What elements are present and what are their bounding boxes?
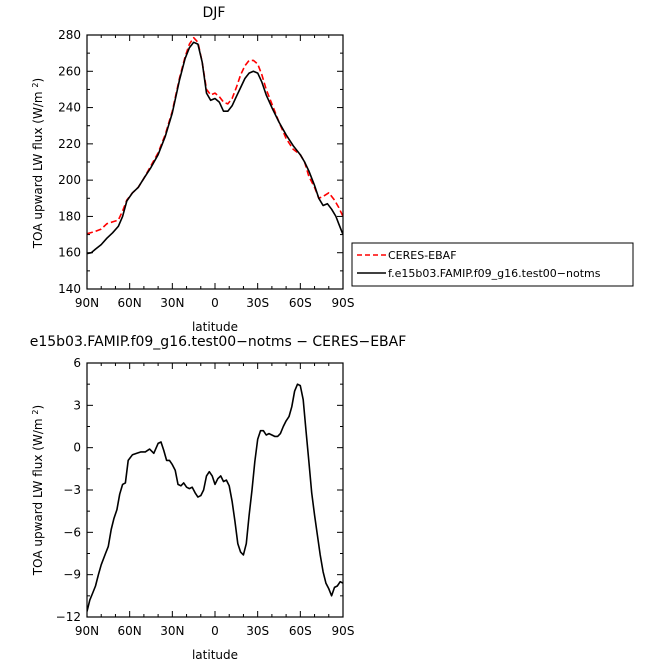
bottom-y-tick-label: 6 bbox=[73, 356, 81, 370]
top-x-tick-label: 0 bbox=[211, 296, 219, 310]
bottom-x-tick-label: 90S bbox=[332, 624, 355, 638]
top-panel: 90N 60N 30N 0 30S 60S 90S 140 160 180 200 220 240 260… bbox=[58, 28, 354, 310]
top-series-line-1 bbox=[87, 41, 343, 255]
bottom-y-tick-label: 0 bbox=[73, 441, 81, 455]
top-x-tick-label: 60S bbox=[289, 296, 312, 310]
superscript-2: 2 bbox=[31, 83, 40, 88]
top-y-axis-title-text: TOA upward LW flux (W/m bbox=[31, 91, 45, 249]
svg-text:TOA upward LW flux (W/m 2): TOA upward LW flux (W/m 2) bbox=[31, 78, 45, 249]
top-x-tick-label: 60N bbox=[118, 296, 142, 310]
bottom-x-axis-title: latitude bbox=[192, 648, 238, 662]
bottom-y-axis-title: TOA upward LW flux (W/m 2) bbox=[31, 405, 45, 576]
bottom-x-tick-label: 0 bbox=[211, 624, 219, 638]
bottom-y-tick-label: −12 bbox=[56, 610, 81, 624]
bottom-plot-frame bbox=[86, 362, 344, 618]
bottom-y-tick-label: −6 bbox=[63, 525, 81, 539]
top-y-tick-label: 180 bbox=[58, 209, 81, 223]
top-panel-title: DJF bbox=[203, 5, 226, 21]
top-x-tick-label: 30S bbox=[246, 296, 269, 310]
bottom-y-tick-label: −9 bbox=[63, 568, 81, 582]
top-x-axis-title: latitude bbox=[192, 320, 238, 334]
top-y-tick-label: 200 bbox=[58, 173, 81, 187]
bottom-x-tick-label: 60S bbox=[289, 624, 312, 638]
legend: CERES-EBAF f.e15b03.FAMIP.f09_g16.test00… bbox=[351, 242, 634, 287]
bottom-x-tick-label: 60N bbox=[118, 624, 142, 638]
top-y-tick-label: 220 bbox=[58, 137, 81, 151]
y-axis-title-tail: ) bbox=[31, 78, 45, 83]
bottom-x-tick-label: 90N bbox=[75, 624, 99, 638]
bottom-y-axis-title-text: TOA upward LW flux (W/m bbox=[31, 418, 45, 576]
top-y-tick-label: 140 bbox=[58, 282, 81, 296]
top-x-tick-label: 90S bbox=[332, 296, 355, 310]
top-x-tick-label: 90N bbox=[75, 296, 99, 310]
svg-text:TOA upward LW flux (W/m 2): TOA upward LW flux (W/m 2) bbox=[31, 405, 45, 576]
bottom-x-tick-label: 30S bbox=[246, 624, 269, 638]
top-y-tick-label: 280 bbox=[58, 28, 81, 42]
top-y-tick-label: 260 bbox=[58, 64, 81, 78]
bottom-panel: 90N 60N 30N 0 30S 60S 90S −12 −9 −6 −3 0 3 6 bbox=[56, 356, 355, 638]
top-x-tick-label: 30N bbox=[160, 296, 184, 310]
bottom-y-tick-label: −3 bbox=[63, 483, 81, 497]
bottom-series-line-0 bbox=[87, 383, 343, 612]
legend-label-model: f.e15b03.FAMIP.f09_g16.test00−notms bbox=[388, 267, 601, 280]
legend-label-ceres: CERES-EBAF bbox=[388, 249, 457, 262]
top-plot-frame bbox=[86, 34, 344, 290]
y-axis-title-tail: ) bbox=[31, 405, 45, 410]
top-y-axis-title: TOA upward LW flux (W/m 2) bbox=[31, 78, 45, 249]
top-y-tick-label: 240 bbox=[58, 101, 81, 115]
superscript-2: 2 bbox=[31, 410, 40, 415]
bottom-y-tick-label: 3 bbox=[73, 398, 81, 412]
top-y-tick-label: 160 bbox=[58, 246, 81, 260]
legend-box bbox=[351, 242, 634, 287]
bottom-panel-title: e15b03.FAMIP.f09_g16.test00−notms − CERE… bbox=[30, 334, 407, 350]
bottom-x-tick-label: 30N bbox=[160, 624, 184, 638]
